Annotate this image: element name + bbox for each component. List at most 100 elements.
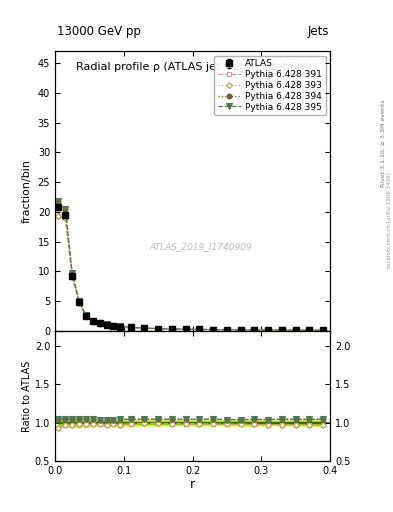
Pythia 6.428 395 [184, 326, 188, 332]
Pythia 6.428 395 [129, 324, 133, 330]
Pythia 6.428 393 [170, 326, 174, 332]
Pythia 6.428 395 [77, 298, 81, 304]
Pythia 6.428 393 [280, 327, 285, 333]
Pythia 6.428 393 [211, 327, 216, 333]
Pythia 6.428 394 [239, 327, 243, 333]
Pythia 6.428 393 [142, 325, 147, 331]
Line: Pythia 6.428 391: Pythia 6.428 391 [56, 214, 326, 333]
Pythia 6.428 394 [63, 206, 68, 212]
Pythia 6.428 395 [211, 327, 216, 333]
Pythia 6.428 395 [84, 312, 88, 318]
Pythia 6.428 394 [142, 325, 147, 331]
Pythia 6.428 394 [104, 322, 109, 328]
Pythia 6.428 395 [111, 323, 116, 329]
Pythia 6.428 391 [90, 318, 95, 325]
Pythia 6.428 395 [266, 327, 270, 333]
Text: ATLAS_2019_I1740909: ATLAS_2019_I1740909 [149, 243, 252, 251]
Text: 13000 GeV pp: 13000 GeV pp [57, 25, 141, 38]
Pythia 6.428 391 [97, 321, 102, 327]
Pythia 6.428 394 [111, 323, 116, 329]
Pythia 6.428 394 [129, 324, 133, 330]
Pythia 6.428 395 [156, 326, 161, 332]
Pythia 6.428 394 [77, 298, 81, 304]
Pythia 6.428 391 [239, 327, 243, 333]
Pythia 6.428 395 [142, 325, 147, 331]
Pythia 6.428 391 [184, 326, 188, 332]
Pythia 6.428 394 [197, 326, 202, 332]
Pythia 6.428 394 [97, 320, 102, 326]
Pythia 6.428 391 [104, 322, 109, 328]
Text: mcplots.cern.ch [arXiv:1306.3436]: mcplots.cern.ch [arXiv:1306.3436] [387, 173, 391, 268]
Pythia 6.428 395 [197, 326, 202, 332]
Pythia 6.428 393 [266, 327, 270, 333]
Pythia 6.428 394 [156, 326, 161, 332]
Pythia 6.428 393 [97, 321, 102, 327]
Pythia 6.428 395 [63, 206, 68, 212]
Pythia 6.428 391 [77, 300, 81, 306]
Pythia 6.428 395 [280, 327, 285, 333]
Pythia 6.428 394 [90, 318, 95, 324]
Legend: ATLAS, Pythia 6.428 391, Pythia 6.428 393, Pythia 6.428 394, Pythia 6.428 395: ATLAS, Pythia 6.428 391, Pythia 6.428 39… [215, 56, 326, 115]
Pythia 6.428 391 [211, 327, 216, 333]
Pythia 6.428 394 [307, 327, 312, 333]
Pythia 6.428 394 [211, 327, 216, 333]
Pythia 6.428 393 [118, 324, 123, 330]
Pythia 6.428 393 [252, 327, 257, 333]
Pythia 6.428 393 [156, 326, 161, 332]
Pythia 6.428 393 [225, 327, 230, 333]
Line: Pythia 6.428 395: Pythia 6.428 395 [56, 199, 326, 333]
Pythia 6.428 394 [118, 324, 123, 330]
Pythia 6.428 393 [239, 327, 243, 333]
Pythia 6.428 391 [280, 327, 285, 333]
Pythia 6.428 393 [129, 325, 133, 331]
Pythia 6.428 391 [266, 327, 270, 333]
Pythia 6.428 393 [77, 300, 81, 306]
Pythia 6.428 391 [129, 325, 133, 331]
Pythia 6.428 391 [118, 324, 123, 330]
Pythia 6.428 394 [280, 327, 285, 333]
Text: Radial profile ρ (ATLAS jet fragmentation): Radial profile ρ (ATLAS jet fragmentatio… [76, 62, 309, 72]
Pythia 6.428 393 [90, 318, 95, 325]
Pythia 6.428 391 [56, 213, 61, 219]
Pythia 6.428 394 [70, 270, 75, 276]
Pythia 6.428 393 [321, 327, 326, 333]
Pythia 6.428 395 [252, 327, 257, 333]
Pythia 6.428 391 [170, 326, 174, 332]
Pythia 6.428 394 [252, 327, 257, 333]
Pythia 6.428 395 [225, 327, 230, 333]
Pythia 6.428 395 [90, 318, 95, 324]
Pythia 6.428 391 [156, 326, 161, 332]
Pythia 6.428 391 [307, 327, 312, 333]
Pythia 6.428 395 [118, 324, 123, 330]
Pythia 6.428 395 [104, 322, 109, 328]
Pythia 6.428 395 [170, 326, 174, 332]
Pythia 6.428 393 [111, 323, 116, 329]
Line: Pythia 6.428 393: Pythia 6.428 393 [56, 214, 325, 332]
Pythia 6.428 395 [239, 327, 243, 333]
Pythia 6.428 391 [70, 274, 75, 280]
Pythia 6.428 393 [184, 326, 188, 332]
Pythia 6.428 391 [197, 326, 202, 332]
Pythia 6.428 393 [104, 322, 109, 328]
Pythia 6.428 393 [197, 326, 202, 332]
Pythia 6.428 393 [70, 274, 75, 280]
Y-axis label: fraction/bin: fraction/bin [22, 159, 32, 223]
Pythia 6.428 391 [252, 327, 257, 333]
Pythia 6.428 395 [70, 270, 75, 276]
Pythia 6.428 391 [63, 215, 68, 221]
Pythia 6.428 395 [307, 327, 312, 333]
Pythia 6.428 393 [84, 313, 88, 319]
Pythia 6.428 395 [293, 327, 298, 333]
Pythia 6.428 393 [307, 327, 312, 333]
Pythia 6.428 391 [84, 313, 88, 319]
Y-axis label: Ratio to ATLAS: Ratio to ATLAS [22, 360, 32, 432]
Pythia 6.428 394 [225, 327, 230, 333]
Pythia 6.428 393 [63, 215, 68, 221]
Pythia 6.428 394 [84, 312, 88, 318]
Pythia 6.428 395 [321, 327, 326, 333]
Pythia 6.428 391 [111, 323, 116, 329]
Pythia 6.428 395 [97, 320, 102, 326]
Pythia 6.428 391 [142, 325, 147, 331]
Pythia 6.428 391 [321, 327, 326, 333]
Pythia 6.428 393 [56, 213, 61, 219]
